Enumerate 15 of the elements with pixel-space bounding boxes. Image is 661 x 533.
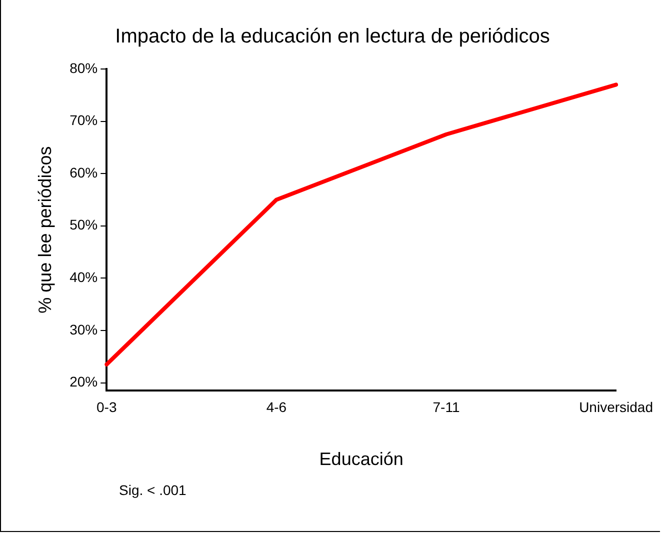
- x-axis-title: Educación: [319, 449, 404, 470]
- x-tick-label: Universidad: [579, 398, 654, 415]
- y-tick-label: 30%: [70, 321, 98, 338]
- x-tick-label: 7-11: [432, 398, 460, 415]
- y-tick-label: 80%: [70, 60, 98, 76]
- chart-title: Impacto de la educación en lectura de periódicos: [115, 26, 550, 48]
- y-tick-label: 20%: [70, 374, 98, 390]
- y-tick-label: 40%: [70, 269, 98, 286]
- y-axis-title: % que lee periódicos: [34, 146, 55, 314]
- text: Sig. < .001: [119, 482, 186, 498]
- y-tick-label: 50%: [70, 216, 98, 233]
- x-tick-label: 4-6: [266, 398, 287, 415]
- x-tick-label: 0-3: [96, 398, 117, 415]
- y-tick-label: 60%: [70, 164, 98, 180]
- y-tick-label: 70%: [70, 112, 98, 128]
